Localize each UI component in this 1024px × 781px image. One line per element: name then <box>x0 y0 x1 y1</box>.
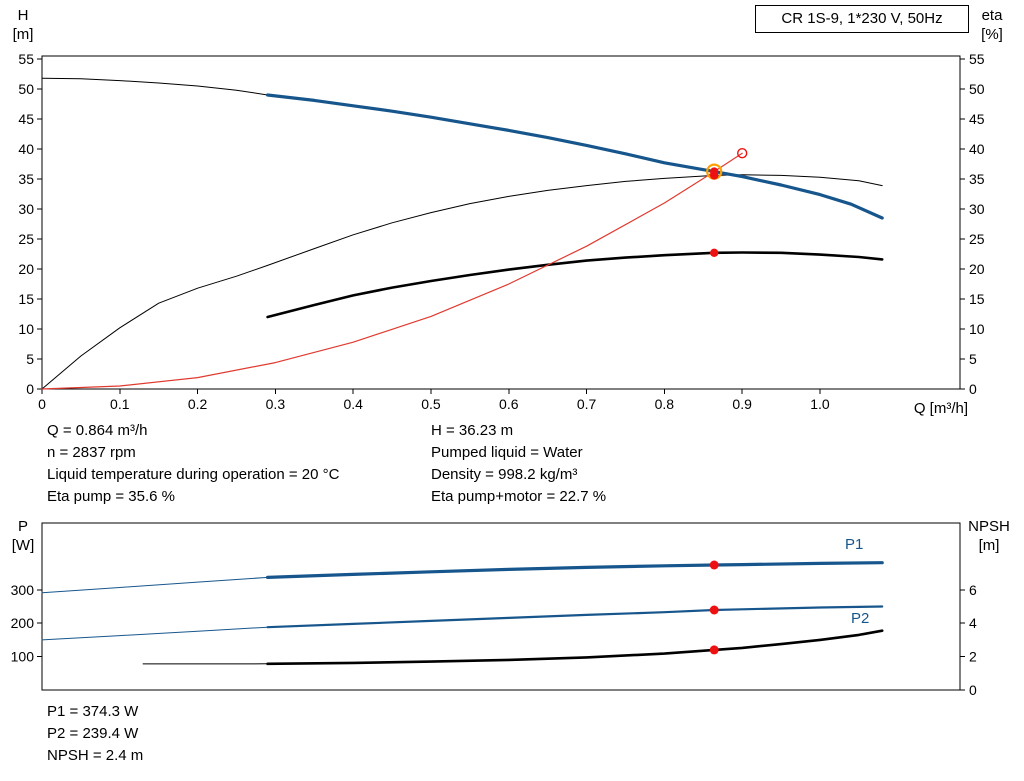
p2-curve-label: P2 <box>851 610 870 627</box>
h-axis-symbol: H <box>17 7 29 24</box>
q-axis-title: Q [m³/h] <box>913 400 968 417</box>
qh-curve-blue <box>266 93 884 220</box>
pump-model-box: CR 1S-9, 1*230 V, 50Hz <box>755 5 969 33</box>
x-tick-label: 0.4 <box>343 396 363 412</box>
y-left-tick-label: 200 <box>11 615 35 631</box>
x-tick-label: 0.5 <box>421 396 441 412</box>
y-right-tick-label: 5 <box>969 351 977 367</box>
x-tick-label: 0.2 <box>188 396 208 412</box>
y-left-tick-label: 50 <box>18 81 34 97</box>
h-curve-extension-thin <box>41 77 269 96</box>
y-right-tick-label: 6 <box>969 582 977 598</box>
h-axis-unit: [m] <box>12 26 34 43</box>
system-resistance-curve <box>41 152 743 390</box>
p1-curve-extension-thin <box>41 576 269 594</box>
y-right-tick-label: 35 <box>969 171 985 187</box>
info-density: Density = 998.2 kg/m³ <box>431 466 578 483</box>
eta-axis-symbol: eta <box>981 7 1003 24</box>
y-right-tick-label: 4 <box>969 615 977 631</box>
y-right-tick-label: 20 <box>969 261 985 277</box>
y-right-tick-label: 30 <box>969 201 985 217</box>
info-h: H = 36.23 m <box>431 422 514 439</box>
duty-point-npsh-dot[interactable] <box>709 645 719 655</box>
y-right-tick-label: 2 <box>969 649 977 665</box>
y-right-tick-label: 0 <box>969 682 977 698</box>
qh-eta-chart[interactable]: 0 0.1 0.2 0.3 0.4 0.5 0.6 0.7 0.8 0.9 1.0 0 5 10 15 20 2… <box>18 51 984 412</box>
y-left-tick-label: 30 <box>18 201 34 217</box>
info-npsh: NPSH = 2.4 m <box>47 747 144 764</box>
info-speed: n = 2837 rpm <box>47 444 136 461</box>
y-right-tick-label: 50 <box>969 81 985 97</box>
y-left-tick-label: 10 <box>18 321 34 337</box>
y-left-tick-label: 5 <box>26 351 34 367</box>
duty-point-h-dot[interactable] <box>710 167 719 176</box>
p1-input-power-curve <box>266 561 884 579</box>
npsh-axis-title: NPSH [m] <box>956 517 1022 555</box>
y-right-tick-label: 15 <box>969 291 985 307</box>
qh-eta-chart-frame <box>41 55 961 390</box>
eta-axis-title: eta [%] <box>966 6 1018 44</box>
y-right-tick-label: 45 <box>969 111 985 127</box>
npsh-curve <box>266 629 884 666</box>
info-eta-pump-motor: Eta pump+motor = 22.7 % <box>431 488 607 505</box>
p-axis-title: P [W] <box>2 517 44 555</box>
x-tick-label: 0.6 <box>499 396 519 412</box>
p-axis-symbol: P <box>17 518 28 535</box>
y-right-tick-label: 40 <box>969 141 985 157</box>
eta-pump-curve-thin <box>41 174 883 390</box>
x-tick-label: 0.8 <box>655 396 675 412</box>
power-npsh-chart-frame <box>41 522 961 691</box>
y-left-tick-label: 25 <box>18 231 34 247</box>
duty-point-p1-dot[interactable] <box>709 560 719 570</box>
eta-axis-unit: [%] <box>981 26 1003 43</box>
p2-curve-extension-thin <box>41 626 269 641</box>
h-axis-title: H [m] <box>2 6 44 44</box>
y-right-tick-label: 10 <box>969 321 985 337</box>
x-tick-label: 0 <box>38 396 46 412</box>
duty-info-column-2: H = 36.23 m Pumped liquid = Water Densit… <box>431 420 606 508</box>
p-axis-unit: [W] <box>11 537 35 554</box>
duty-info-column-1: Q = 0.864 m³/h n = 2837 rpm Liquid tempe… <box>47 420 339 508</box>
x-tick-label: 0.3 <box>266 396 286 412</box>
y-left-tick-label: 300 <box>11 582 35 598</box>
y-left-tick-label: 15 <box>18 291 34 307</box>
y-left-tick-label: 40 <box>18 141 34 157</box>
p1-curve-label: P1 <box>845 536 864 553</box>
duty-point-eta-total-dot[interactable] <box>710 248 719 257</box>
x-tick-label: 1.0 <box>810 396 830 412</box>
info-p1: P1 = 374.3 W <box>47 703 139 720</box>
y-left-tick-label: 55 <box>18 51 34 67</box>
y-right-tick-label: 55 <box>969 51 985 67</box>
x-tick-label: 0.9 <box>732 396 752 412</box>
y-left-tick-label: 20 <box>18 261 34 277</box>
y-left-tick-label: 0 <box>26 381 34 397</box>
info-liquid-temperature: Liquid temperature during operation = 20… <box>47 466 340 483</box>
info-pumped-liquid: Pumped liquid = Water <box>431 444 583 461</box>
eta-pump-motor-curve-thick <box>266 251 884 319</box>
requested-duty-ring[interactable] <box>737 147 748 159</box>
npsh-axis-unit: [m] <box>978 537 1000 554</box>
y-right-tick-label: 25 <box>969 231 985 247</box>
y-left-tick-label: 35 <box>18 171 34 187</box>
npsh-axis-symbol: NPSH <box>968 518 1010 535</box>
info-p2: P2 = 239.4 W <box>47 725 139 742</box>
y-left-tick-label: 100 <box>11 649 35 665</box>
power-npsh-chart[interactable]: 100 200 300 0 2 4 6 <box>11 522 977 698</box>
y-left-tick-label: 45 <box>18 111 34 127</box>
x-tick-label: 0.7 <box>577 396 597 412</box>
x-tick-label: 0.1 <box>110 396 130 412</box>
p2-shaft-power-curve <box>266 605 884 629</box>
power-info-block: P1 = 374.3 W P2 = 239.4 W NPSH = 2.4 m <box>47 701 143 767</box>
duty-point-p2-dot[interactable] <box>709 605 719 615</box>
info-q: Q = 0.864 m³/h <box>47 422 148 439</box>
y-right-tick-label: 0 <box>969 381 977 397</box>
info-eta-pump: Eta pump = 35.6 % <box>47 488 175 505</box>
